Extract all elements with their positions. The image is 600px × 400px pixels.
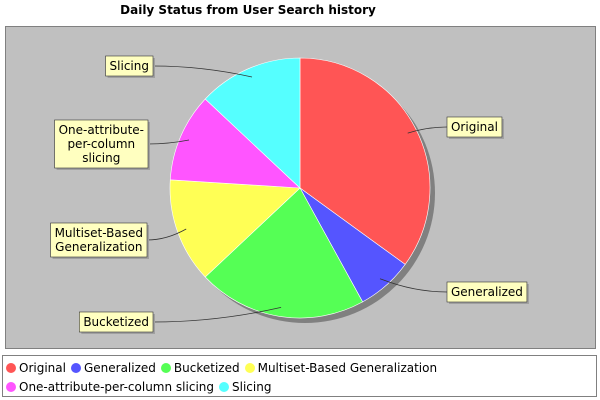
svg-text:Original: Original — [451, 120, 498, 134]
legend-item-slicing[interactable]: Slicing — [219, 377, 271, 396]
legend-item-generalized[interactable]: Generalized — [70, 358, 156, 377]
callout-leader-original — [407, 126, 448, 134]
pie-slice-slicing[interactable] — [204, 57, 301, 189]
pie-slice-one-attribute-per-column-slicing[interactable] — [169, 98, 301, 189]
svg-text:Generalization: Generalization — [55, 240, 142, 254]
svg-text:Bucketized: Bucketized — [83, 315, 149, 329]
pie-slice-bucketized[interactable] — [204, 187, 364, 319]
legend-label-slicing: Slicing — [232, 379, 272, 394]
legend-item-one-attribute-per-column-slicing[interactable]: One-attribute-per-column slicing — [6, 377, 214, 396]
callout-label-bucketized: Bucketized — [79, 311, 155, 334]
legend-label-generalized: Generalized — [83, 360, 156, 375]
svg-text:per-column: per-column — [67, 137, 135, 151]
legend-swatch-multiset-based-generalization — [244, 362, 255, 373]
legend: Original Generalized Bucketized Multiset… — [2, 355, 597, 397]
legend-label-original: Original — [19, 360, 66, 375]
svg-text:Multiset-Based: Multiset-Based — [55, 226, 143, 240]
callout-leader-multiset-based-generalization — [146, 228, 187, 241]
callout-leader-one-attribute-per-column-slicing — [147, 139, 190, 145]
svg-text:One-attribute-: One-attribute- — [59, 123, 144, 137]
callout-leader-generalized — [379, 278, 448, 293]
callout-label-original: Original — [446, 116, 504, 139]
legend-swatch-one-attribute-per-column-slicing — [6, 381, 16, 392]
legend-item-bucketized[interactable]: Bucketized — [160, 358, 240, 377]
legend-swatch-bucketized — [160, 362, 171, 373]
legend-label-multiset-based-generalization: Multiset-Based Generalization — [257, 360, 438, 375]
legend-item-original[interactable]: Original — [6, 358, 66, 377]
pie-slice-original[interactable] — [299, 57, 431, 265]
legend-swatch-generalized — [70, 362, 81, 373]
legend-label-bucketized: Bucketized — [173, 360, 240, 375]
callout-label-slicing: Slicing — [105, 55, 155, 78]
legend-label-one-attribute-per-column-slicing: One-attribute-per-column slicing — [19, 379, 214, 394]
callout-leader-slicing — [152, 65, 253, 78]
pie-slice-multiset-based-generalization[interactable] — [169, 179, 301, 278]
legend-swatch-slicing — [219, 381, 229, 392]
callout-leader-bucketized — [152, 307, 282, 323]
svg-text:Generalized: Generalized — [451, 285, 523, 299]
legend-item-multiset-based-generalization[interactable]: Multiset-Based Generalization — [244, 358, 438, 377]
svg-text:Slicing: Slicing — [110, 59, 149, 73]
chart-title: Daily Status from User Search history — [120, 3, 376, 17]
legend-swatch-original — [6, 362, 16, 373]
callout-label-generalized: Generalized — [446, 281, 529, 304]
svg-text:slicing: slicing — [82, 151, 120, 165]
